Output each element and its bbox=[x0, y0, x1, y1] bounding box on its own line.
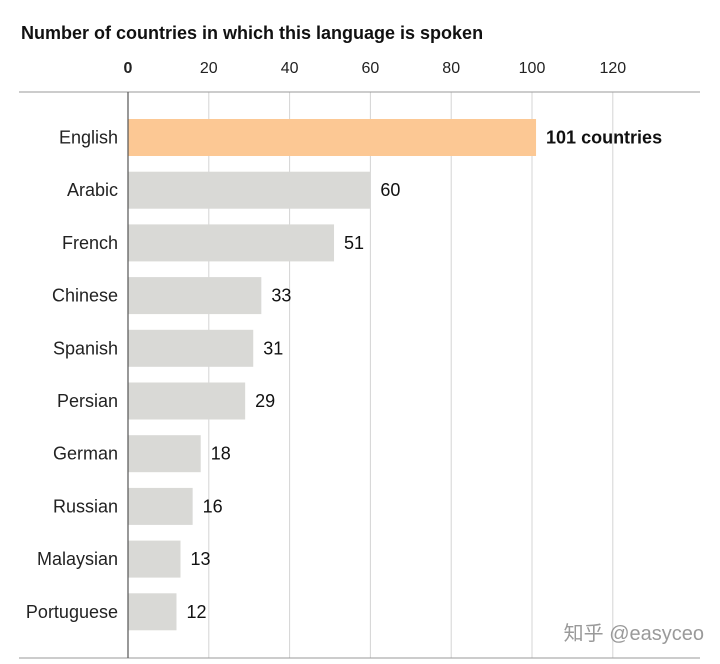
x-tick-label: 20 bbox=[200, 60, 218, 77]
category-label: Malaysian bbox=[37, 549, 118, 569]
bar bbox=[128, 382, 246, 420]
bars bbox=[128, 119, 537, 631]
bar bbox=[128, 224, 335, 262]
category-label: Persian bbox=[57, 391, 118, 411]
category-label: French bbox=[62, 233, 118, 253]
bar bbox=[128, 540, 181, 578]
value-labels: 101 countries 60 51 33 31 29 18 16 13 12 bbox=[186, 128, 662, 622]
x-tick-label: 40 bbox=[281, 60, 299, 77]
bar bbox=[128, 119, 537, 156]
x-tick-label: 0 bbox=[124, 60, 133, 77]
x-tick-label: 120 bbox=[599, 60, 626, 77]
category-label: Arabic bbox=[67, 180, 118, 200]
bar bbox=[128, 593, 177, 631]
value-label: 18 bbox=[211, 444, 231, 464]
value-label: 101 countries bbox=[546, 128, 662, 148]
bar bbox=[128, 435, 201, 473]
value-label: 60 bbox=[380, 180, 400, 200]
category-label: Spanish bbox=[53, 338, 118, 358]
gridlines bbox=[208, 92, 614, 658]
value-label: 16 bbox=[203, 496, 223, 516]
watermark: 知乎 @easyceo bbox=[563, 623, 704, 645]
bar bbox=[128, 171, 371, 209]
category-label: English bbox=[59, 128, 118, 148]
value-label: 13 bbox=[191, 549, 211, 569]
value-label: 31 bbox=[263, 338, 283, 358]
value-label: 12 bbox=[186, 602, 206, 622]
bar bbox=[128, 487, 193, 525]
chart-title: Number of countries in which this langua… bbox=[21, 23, 484, 43]
x-tick-label: 100 bbox=[519, 60, 546, 77]
bar bbox=[128, 329, 254, 367]
category-label: Chinese bbox=[52, 286, 118, 306]
x-axis-ticks: 0 20 40 60 80 100 120 bbox=[124, 60, 627, 77]
category-label: Portuguese bbox=[26, 602, 118, 622]
category-labels: English Arabic French Chinese Spanish Persian… bbox=[26, 128, 118, 622]
category-label: German bbox=[53, 444, 118, 464]
bar bbox=[128, 277, 262, 315]
category-label: Russian bbox=[53, 496, 118, 516]
value-label: 51 bbox=[344, 233, 364, 253]
x-tick-label: 80 bbox=[442, 60, 460, 77]
value-label: 29 bbox=[255, 391, 275, 411]
x-tick-label: 60 bbox=[362, 60, 380, 77]
value-label: 33 bbox=[271, 286, 291, 306]
